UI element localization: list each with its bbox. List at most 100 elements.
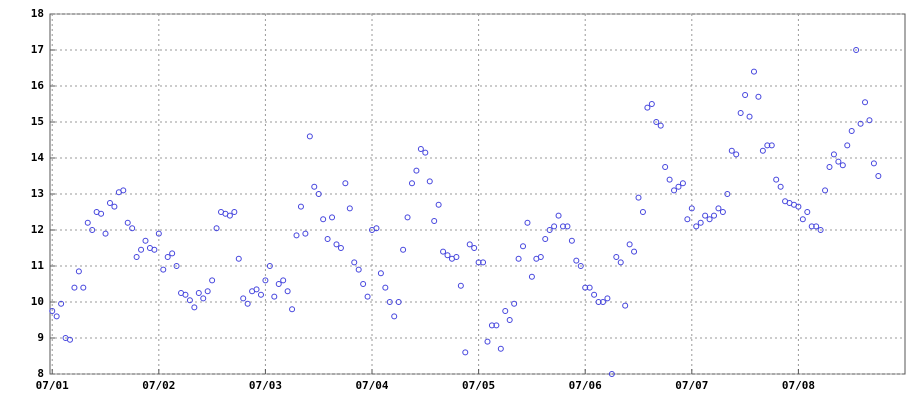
point bbox=[329, 214, 336, 221]
y-tick-label: 13 bbox=[31, 187, 44, 200]
point bbox=[675, 183, 682, 190]
point bbox=[240, 295, 247, 302]
point bbox=[466, 241, 473, 248]
point bbox=[555, 212, 562, 219]
x-tick-label: 07/04 bbox=[355, 379, 388, 392]
y-tick-label: 15 bbox=[31, 115, 44, 128]
point bbox=[280, 277, 287, 284]
x-tick-label: 07/08 bbox=[782, 379, 815, 392]
point bbox=[746, 113, 753, 120]
point bbox=[124, 219, 131, 226]
point bbox=[89, 227, 96, 233]
point bbox=[377, 270, 384, 277]
y-tick-label: 12 bbox=[31, 223, 44, 236]
point bbox=[66, 336, 73, 343]
point bbox=[120, 187, 127, 194]
point bbox=[528, 273, 535, 280]
point bbox=[848, 128, 855, 134]
point bbox=[129, 225, 136, 232]
point bbox=[724, 191, 731, 197]
point bbox=[302, 230, 309, 237]
point bbox=[497, 345, 504, 352]
point bbox=[742, 92, 749, 98]
point bbox=[475, 259, 482, 266]
point bbox=[213, 225, 220, 232]
point bbox=[142, 237, 149, 244]
point bbox=[58, 300, 65, 307]
point bbox=[662, 164, 669, 170]
point bbox=[426, 178, 433, 185]
y-tick-label: 14 bbox=[31, 151, 45, 164]
point bbox=[639, 209, 646, 215]
point bbox=[297, 203, 304, 210]
point bbox=[875, 173, 882, 179]
y-tick-label: 16 bbox=[31, 79, 45, 92]
point bbox=[53, 313, 60, 320]
point bbox=[351, 259, 358, 266]
point bbox=[435, 201, 442, 208]
point bbox=[311, 183, 318, 190]
point bbox=[608, 371, 615, 377]
point bbox=[768, 142, 775, 149]
point bbox=[271, 293, 278, 300]
point bbox=[853, 47, 860, 53]
point bbox=[360, 281, 367, 287]
x-tick-label: 07/06 bbox=[569, 379, 602, 392]
point bbox=[493, 322, 500, 329]
point bbox=[160, 266, 167, 273]
point bbox=[537, 254, 544, 260]
plot-frame bbox=[49, 13, 906, 375]
point bbox=[750, 68, 757, 75]
point bbox=[706, 216, 713, 223]
point bbox=[702, 212, 709, 219]
point bbox=[560, 223, 566, 230]
point bbox=[431, 218, 438, 224]
point bbox=[422, 149, 429, 156]
point bbox=[275, 281, 282, 287]
point bbox=[355, 266, 362, 273]
point bbox=[684, 216, 691, 223]
point bbox=[502, 308, 509, 314]
point bbox=[186, 297, 193, 304]
x-tick-label: 07/07 bbox=[675, 379, 708, 392]
point bbox=[613, 254, 620, 260]
point bbox=[133, 254, 140, 260]
point bbox=[599, 299, 606, 305]
point bbox=[697, 219, 704, 226]
point bbox=[671, 187, 678, 194]
point bbox=[200, 295, 207, 302]
point bbox=[799, 216, 806, 223]
point bbox=[289, 306, 296, 313]
point bbox=[164, 254, 171, 260]
point bbox=[155, 230, 162, 237]
point bbox=[400, 246, 407, 253]
point bbox=[382, 284, 389, 291]
point bbox=[830, 151, 837, 158]
point bbox=[457, 282, 464, 289]
point bbox=[804, 209, 811, 215]
point bbox=[586, 284, 593, 291]
point bbox=[777, 183, 784, 190]
point bbox=[417, 146, 424, 152]
point bbox=[573, 257, 580, 264]
point bbox=[346, 205, 353, 212]
point bbox=[404, 214, 411, 221]
point bbox=[653, 119, 660, 125]
point bbox=[471, 245, 478, 251]
point bbox=[764, 142, 771, 149]
point bbox=[524, 219, 531, 226]
point bbox=[444, 252, 451, 259]
point bbox=[195, 290, 202, 296]
point bbox=[462, 349, 469, 356]
point bbox=[564, 223, 571, 230]
y-tick-label: 11 bbox=[31, 259, 45, 272]
x-tick-label: 07/01 bbox=[36, 379, 69, 392]
x-tick-label: 07/02 bbox=[142, 379, 175, 392]
point bbox=[737, 110, 744, 116]
point bbox=[719, 209, 726, 215]
y-tick-label: 10 bbox=[31, 295, 44, 308]
point bbox=[98, 210, 105, 217]
point bbox=[568, 237, 575, 244]
point bbox=[386, 299, 393, 305]
y-tick-label: 17 bbox=[31, 43, 44, 56]
